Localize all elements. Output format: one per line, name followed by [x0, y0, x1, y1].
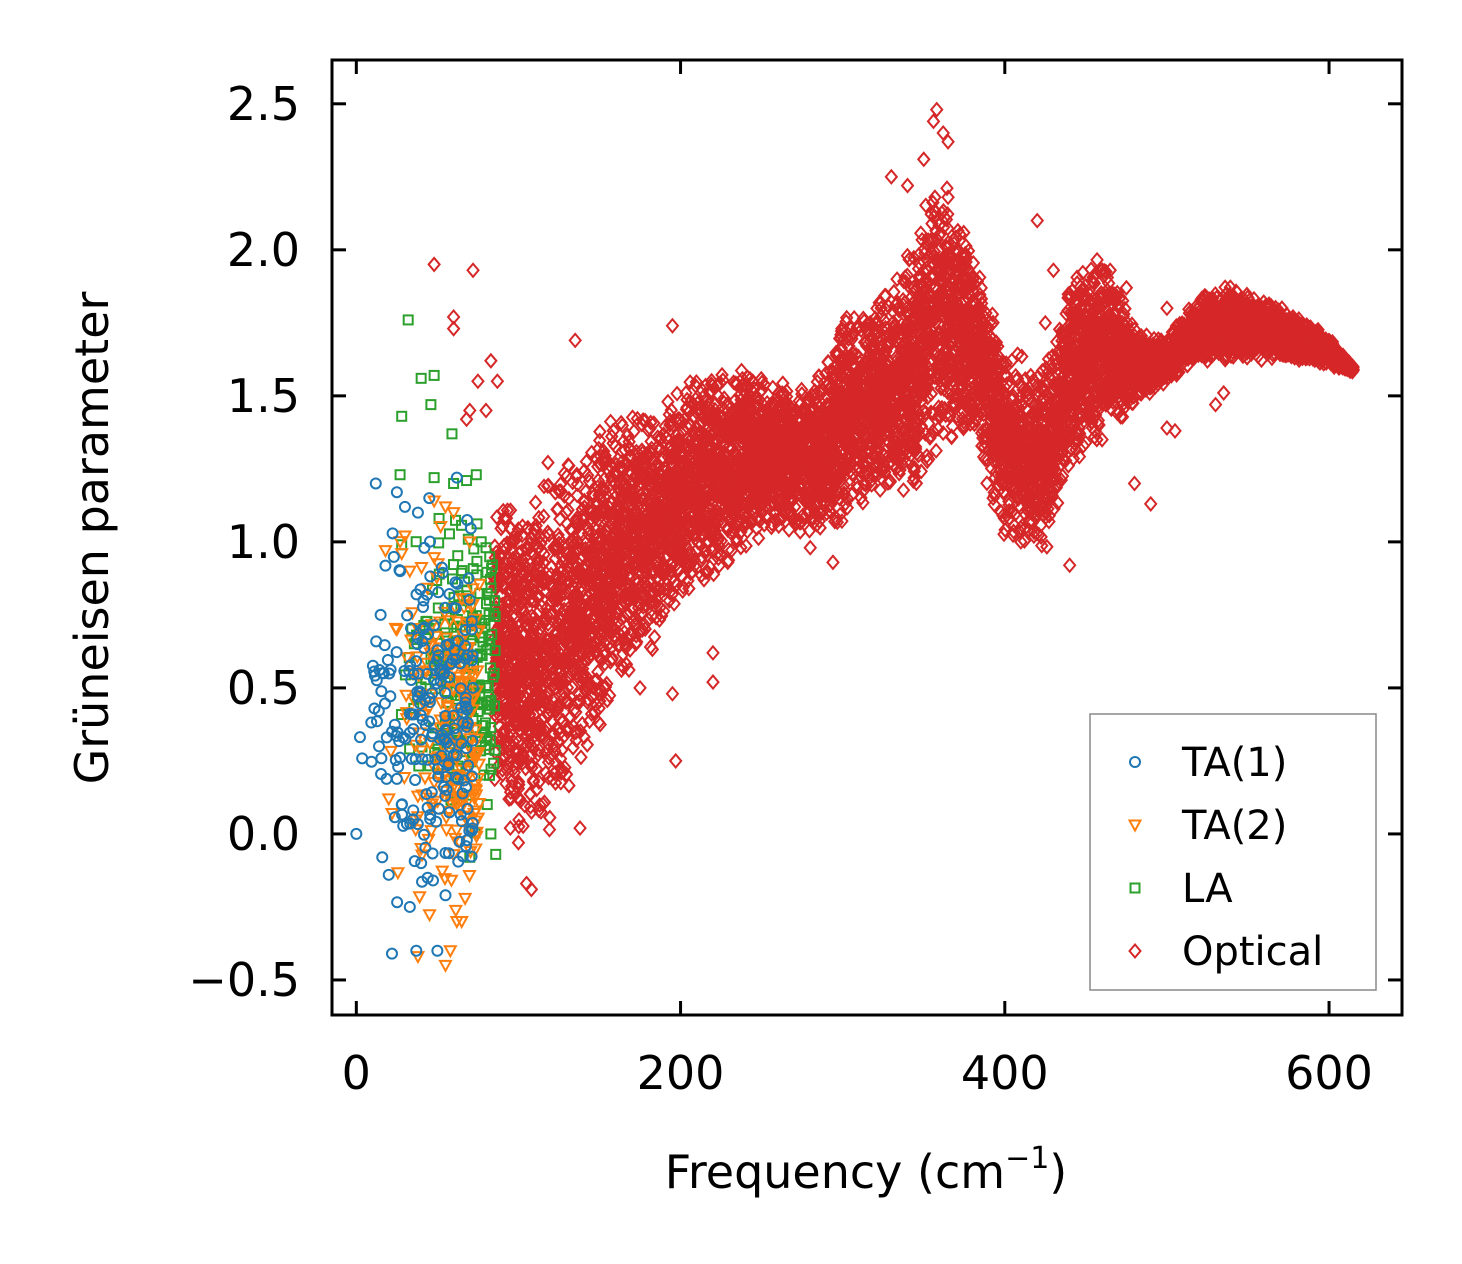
point-optical: [653, 581, 667, 598]
point-optical: [812, 504, 827, 521]
point-optical: [532, 509, 546, 526]
series-optical: [427, 101, 1361, 898]
point-optical: [856, 494, 870, 511]
point-optical: [802, 522, 817, 539]
point-optical: [936, 425, 950, 442]
point-optical: [1023, 367, 1038, 384]
point-optical: [706, 566, 721, 583]
point-optical: [998, 521, 1012, 538]
point-optical: [840, 499, 855, 516]
point-optical: [526, 773, 541, 790]
point-optical: [913, 225, 928, 242]
point-optical: [929, 442, 943, 459]
point-optical: [924, 206, 939, 223]
point-optical: [873, 481, 887, 499]
point-optical: [907, 459, 922, 476]
point-optical: [980, 475, 994, 492]
point-optical: [626, 613, 640, 630]
point-optical: [588, 704, 602, 721]
point-optical: [1017, 532, 1032, 550]
data-points-layer: [350, 101, 1361, 973]
point-optical: [699, 564, 713, 581]
point-optical: [715, 366, 729, 383]
point-optical: [679, 438, 694, 456]
point-optical: [940, 180, 954, 197]
point-optical: [578, 540, 593, 557]
point-optical: [537, 571, 551, 588]
point-optical: [647, 628, 662, 645]
point-optical: [503, 502, 518, 519]
point-optical: [561, 693, 575, 710]
point-optical: [616, 658, 630, 675]
point-optical: [956, 224, 971, 241]
point-optical: [543, 574, 558, 591]
point-optical: [808, 383, 822, 400]
point-optical: [1113, 408, 1128, 425]
point-optical: [528, 494, 543, 511]
point-optical: [1067, 435, 1082, 452]
point-optical: [945, 388, 960, 405]
point-optical: [840, 490, 855, 507]
point-optical: [690, 395, 705, 412]
point-optical: [1099, 263, 1113, 280]
point-optical: [636, 411, 650, 429]
point-optical: [1073, 278, 1088, 295]
point-optical: [920, 448, 934, 465]
point-optical: [575, 715, 590, 732]
point-optical: [712, 557, 726, 574]
point-optical: [615, 453, 630, 470]
point-optical: [520, 717, 535, 734]
point-optical: [499, 650, 513, 667]
point-optical: [534, 803, 548, 820]
point-optical: [566, 717, 580, 734]
point-optical: [591, 472, 605, 489]
point-optical: [1014, 533, 1028, 550]
point-optical: [757, 516, 772, 533]
point-optical: [675, 414, 690, 431]
point-optical: [541, 769, 556, 786]
point-optical: [1008, 506, 1023, 523]
point-optical: [985, 306, 1000, 323]
point-optical: [1090, 251, 1104, 268]
point-optical: [751, 530, 766, 547]
point-optical: [532, 796, 547, 814]
point-optical: [541, 454, 555, 471]
point-optical: [660, 576, 675, 593]
point-optical: [575, 525, 590, 543]
point-optical: [765, 379, 780, 396]
